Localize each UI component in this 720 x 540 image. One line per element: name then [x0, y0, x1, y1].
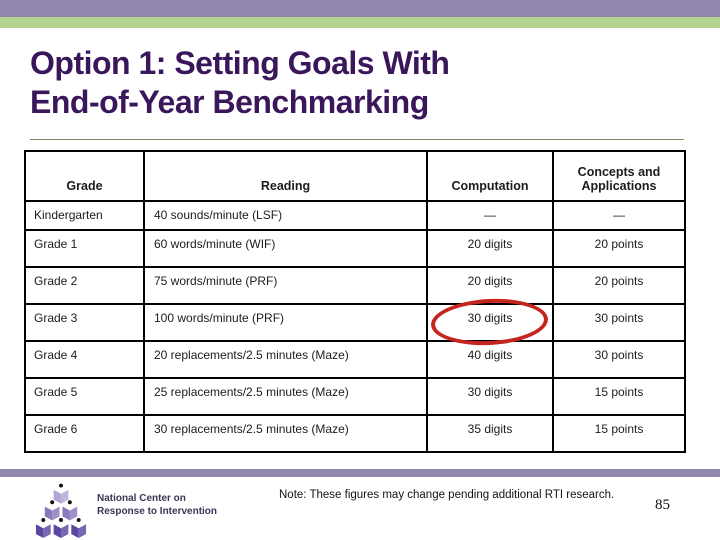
- table-row: Grade 5 25 replacements/2.5 minutes (Maz…: [24, 377, 686, 416]
- computation-cell: 30 digits: [426, 295, 554, 349]
- reading-cell: 60 words/minute (WIF): [143, 229, 428, 268]
- concepts-cell: 30 points: [552, 303, 686, 342]
- column-header-concepts: Concepts and Applications: [552, 150, 686, 202]
- table-row: Grade 4 20 replacements/2.5 minutes (Maz…: [24, 340, 686, 379]
- grade-cell: Grade 5: [24, 377, 145, 416]
- slide-title-line2: End-of-Year Benchmarking: [30, 84, 429, 120]
- grade-cell: Grade 3: [24, 303, 145, 342]
- concepts-cell: 30 points: [552, 340, 686, 379]
- computation-value: 40 digits: [467, 348, 513, 362]
- table-row: Kindergarten 40 sounds/minute (LSF) — —: [24, 200, 686, 231]
- reading-cell: 75 words/minute (PRF): [143, 266, 428, 305]
- grade-cell: Grade 2: [24, 266, 145, 305]
- computation-value: 30 digits: [467, 311, 513, 325]
- computation-value: 30 digits: [467, 385, 513, 399]
- slide-title: Option 1: Setting Goals With End-of-Year…: [30, 44, 690, 122]
- page-number: 85: [655, 497, 670, 513]
- slide-title-line1: Option 1: Setting Goals With: [30, 45, 450, 81]
- computation-cell: 40 digits: [426, 340, 554, 379]
- computation-cell: —: [426, 200, 554, 231]
- concepts-cell: 20 points: [552, 266, 686, 305]
- table-row: Grade 3 100 words/minute (PRF) 30 digits…: [24, 295, 686, 349]
- reading-cell: 20 replacements/2.5 minutes (Maze): [143, 340, 428, 379]
- table-header-row: Grade Reading Computation Concepts and A…: [24, 150, 686, 202]
- computation-value: 20 digits: [467, 274, 513, 288]
- concepts-cell: 20 points: [552, 229, 686, 268]
- table-row: Grade 1 60 words/minute (WIF) 20 digits …: [24, 229, 686, 268]
- top-purple-bar: [0, 0, 720, 17]
- logo-text-line2: Response to Intervention: [97, 506, 218, 517]
- reading-cell: 40 sounds/minute (LSF): [143, 200, 428, 231]
- reading-cell: 100 words/minute (PRF): [143, 303, 428, 342]
- computation-cell: 30 digits: [426, 377, 554, 416]
- computation-cell: 20 digits: [426, 266, 554, 305]
- rti-pyramid-logo-icon: [35, 483, 87, 539]
- column-header-computation: Computation: [426, 150, 554, 202]
- concepts-cell: 15 points: [552, 414, 686, 453]
- computation-cell: 35 digits: [426, 414, 554, 453]
- benchmark-table-body: Kindergarten 40 sounds/minute (LSF) — — …: [24, 200, 686, 453]
- logo-text: National Center on Response to Intervent…: [97, 492, 217, 518]
- grade-cell: Kindergarten: [24, 200, 145, 231]
- benchmark-table: Grade Reading Computation Concepts and A…: [24, 150, 686, 453]
- concepts-cell: 15 points: [552, 377, 686, 416]
- green-accent-bar: [0, 17, 720, 28]
- table-row: Grade 2 75 words/minute (PRF) 20 digits …: [24, 266, 686, 305]
- concepts-cell: —: [552, 200, 686, 231]
- footer-purple-bar: [0, 469, 720, 477]
- title-divider-line: [30, 139, 684, 140]
- grade-cell: Grade 1: [24, 229, 145, 268]
- computation-value: 20 digits: [467, 237, 513, 251]
- reading-cell: 25 replacements/2.5 minutes (Maze): [143, 377, 428, 416]
- reading-cell: 30 replacements/2.5 minutes (Maze): [143, 414, 428, 453]
- table-row: Grade 6 30 replacements/2.5 minutes (Maz…: [24, 414, 686, 453]
- footnote: Note: These figures may change pending a…: [279, 489, 615, 501]
- column-header-reading: Reading: [143, 150, 428, 202]
- computation-value: 35 digits: [467, 422, 513, 436]
- grade-cell: Grade 6: [24, 414, 145, 453]
- computation-value: —: [484, 208, 496, 222]
- column-header-grade: Grade: [24, 150, 145, 202]
- grade-cell: Grade 4: [24, 340, 145, 379]
- computation-cell: 20 digits: [426, 229, 554, 268]
- logo-text-line1: National Center on: [97, 493, 186, 504]
